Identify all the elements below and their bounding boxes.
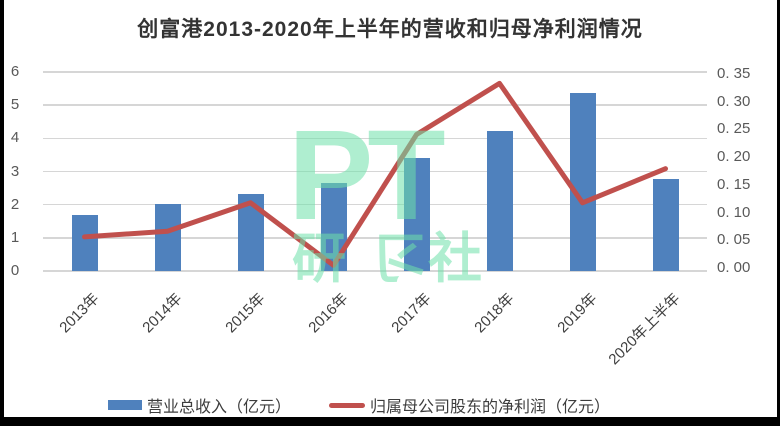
right-axis-tick-label: 0. 10	[717, 203, 751, 221]
net-profit-line-swatch-icon	[329, 402, 366, 408]
gridline	[43, 237, 707, 239]
right-axis-tick-label: 0. 20	[717, 148, 751, 166]
right-axis-tick-label: 0. 00	[717, 259, 751, 276]
x-axis-tick-label: 2017年	[388, 290, 435, 337]
gridline	[43, 71, 707, 73]
left-axis-tick-label: 6	[10, 63, 20, 80]
x-axis-tick-label: 2014年	[139, 290, 186, 337]
gridline	[43, 137, 707, 140]
left-axis-tick-label: 4	[10, 129, 20, 147]
left-axis-tick-label: 3	[10, 162, 20, 180]
legend-revenue-label: 营业总收入（亿元）	[147, 399, 292, 416]
revenue-bar	[569, 93, 596, 271]
right-axis-tick-label: 0. 15	[717, 175, 751, 193]
revenue-bar	[403, 157, 430, 271]
right-axis-tick-label: 0. 05	[717, 231, 751, 249]
x-axis-tick-label: 2013年	[56, 290, 103, 337]
legend-net-profit-label: 归属母公司股东的净利润（亿元）	[370, 399, 611, 416]
chart-legend: 营业总收入（亿元） 归属母公司股东的净利润（亿元）	[108, 393, 610, 417]
frame-bottom-border	[0, 417, 780, 426]
chart-title: 创富港2013-2020年上半年的营收和归母净利润情况	[137, 18, 643, 41]
left-axis-tick-label: 0	[10, 262, 20, 279]
right-axis-tick-label: 0. 25	[717, 120, 751, 138]
left-axis-tick-label: 1	[10, 228, 20, 246]
legend-item-net-profit: 归属母公司股东的净利润（亿元）	[329, 393, 610, 417]
frame-right-border	[777, 0, 780, 426]
x-axis-tick-label: 2018年	[471, 290, 518, 337]
left-axis-tick-label: 5	[10, 96, 20, 114]
revenue-bar-swatch-icon	[108, 400, 142, 410]
x-axis-tick-label: 2019年	[554, 290, 601, 337]
gridline	[43, 104, 707, 106]
revenue-bar	[486, 131, 513, 271]
right-axis-tick-label: 0. 35	[717, 65, 751, 82]
gridline	[43, 270, 707, 272]
x-axis-tick-label: 2015年	[222, 290, 269, 337]
frame-left-border	[0, 0, 4, 426]
revenue-bar	[71, 214, 98, 271]
revenue-bar	[154, 204, 181, 271]
gridline	[43, 203, 707, 206]
gridline	[43, 170, 707, 173]
x-axis-tick-label: 2020年上半年	[605, 290, 684, 369]
left-axis-tick-label: 2	[10, 195, 20, 213]
legend-item-revenue: 营业总收入（亿元）	[108, 393, 291, 417]
revenue-bar	[652, 179, 679, 271]
right-axis-tick-label: 0. 30	[717, 92, 751, 110]
x-axis-tick-label: 2016年	[305, 290, 352, 337]
